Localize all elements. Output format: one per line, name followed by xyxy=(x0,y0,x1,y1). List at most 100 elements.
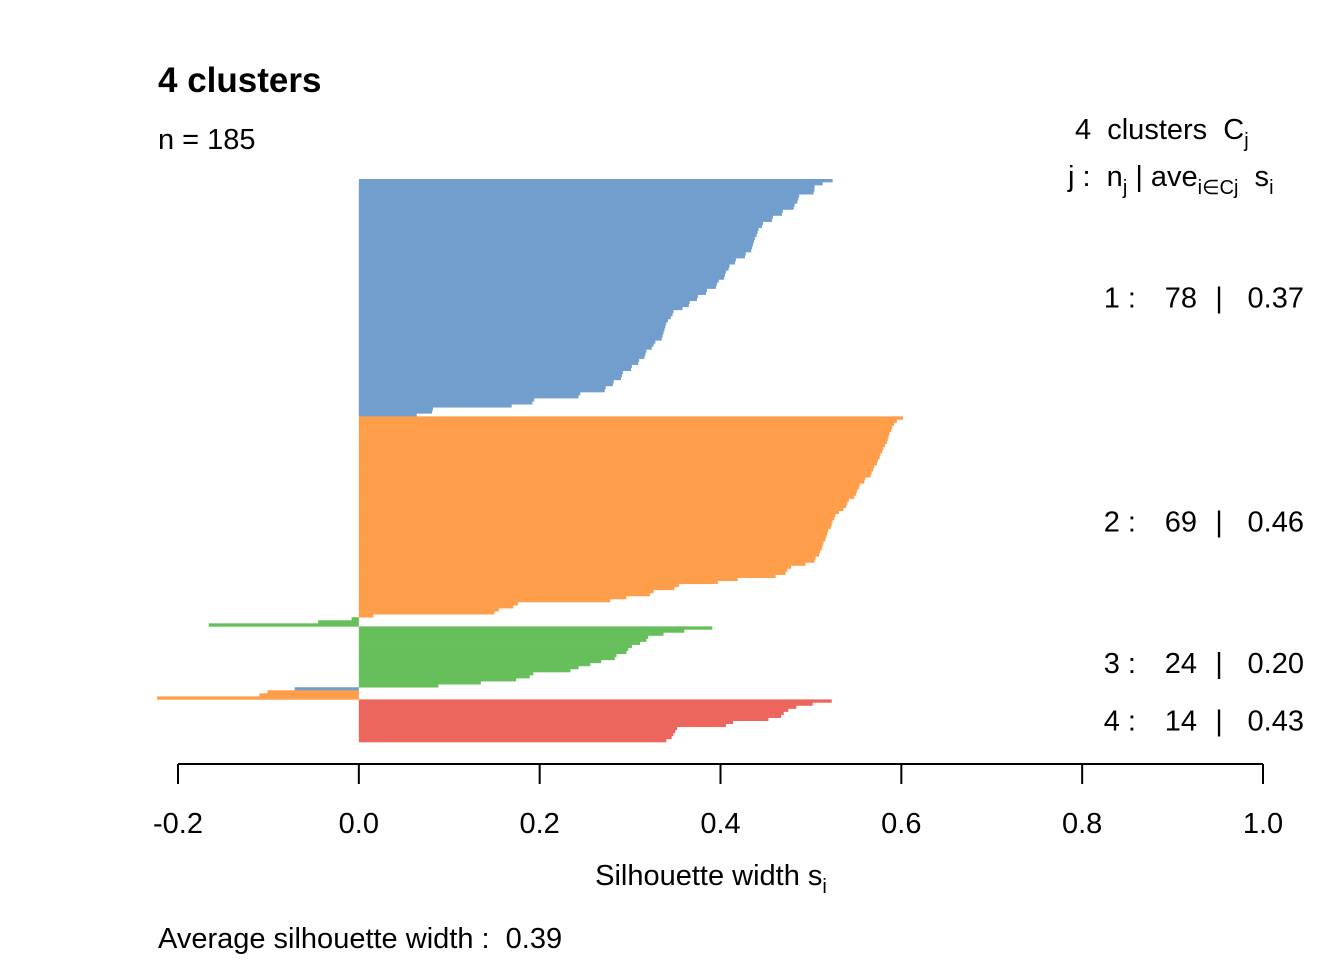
silhouette-bar xyxy=(358,662,591,667)
silhouette-bar xyxy=(358,705,797,709)
silhouette-bar xyxy=(358,385,606,390)
silhouette-bar xyxy=(358,729,676,734)
silhouette-bar xyxy=(358,282,717,286)
silhouette-bar xyxy=(358,647,629,652)
silhouette-bar xyxy=(358,516,835,521)
silhouette-bar xyxy=(358,586,675,591)
silhouette-bar xyxy=(358,717,769,721)
silhouette-bar xyxy=(358,486,859,490)
silhouette-bar xyxy=(358,678,517,682)
silhouette-bar xyxy=(358,325,666,329)
silhouette-bar xyxy=(358,288,707,292)
silhouette-bar xyxy=(358,230,758,235)
silhouette-bar xyxy=(358,535,827,539)
silhouette-bar xyxy=(358,538,826,542)
silhouette-bar xyxy=(358,437,888,442)
silhouette-bar xyxy=(358,431,890,435)
silhouette-bar xyxy=(358,425,893,429)
silhouette-bar xyxy=(358,489,858,493)
silhouette-bar xyxy=(294,687,359,691)
silhouette-bar xyxy=(358,723,726,728)
silhouette-bar xyxy=(358,522,832,527)
silhouette-bar xyxy=(358,574,776,578)
silhouette-bar xyxy=(358,702,813,706)
silhouette-bar xyxy=(358,191,814,195)
silhouette-bar xyxy=(358,449,883,454)
silhouette-bar xyxy=(358,510,839,515)
sample-count: n = 185 xyxy=(158,124,256,156)
silhouette-bar xyxy=(358,392,581,396)
silhouette-bar xyxy=(358,179,833,183)
silhouette-bar xyxy=(358,373,622,378)
silhouette-bar xyxy=(358,668,571,673)
silhouette-bar xyxy=(358,498,849,502)
silhouette-bar xyxy=(358,227,759,232)
silhouette-bar xyxy=(358,568,788,572)
silhouette-bar xyxy=(358,404,512,408)
silhouette-bar xyxy=(358,185,815,189)
silhouette-bar xyxy=(358,592,650,597)
silhouette-bar xyxy=(358,258,736,262)
silhouette-bar xyxy=(358,458,878,463)
cluster-label-ave: 0.20 xyxy=(1248,648,1304,680)
cluster-label-n: 24 xyxy=(1165,648,1197,680)
silhouette-bar xyxy=(358,644,632,648)
silhouette-bar xyxy=(358,525,831,530)
silhouette-bar xyxy=(358,197,799,201)
silhouette-bar xyxy=(358,443,886,448)
silhouette-bar xyxy=(358,297,697,302)
silhouette-bar xyxy=(358,495,855,499)
silhouette-bars xyxy=(157,179,904,743)
silhouette-bar xyxy=(358,428,892,432)
silhouette-bar xyxy=(358,312,673,317)
x-tick-label: 1.0 xyxy=(1243,808,1283,840)
silhouette-bar xyxy=(358,340,656,344)
silhouette-bar xyxy=(358,547,822,551)
silhouette-bar xyxy=(358,638,647,642)
silhouette-bar xyxy=(358,550,820,554)
silhouette-bar xyxy=(267,690,359,694)
silhouette-bar xyxy=(208,623,359,627)
silhouette-bar xyxy=(358,276,725,280)
silhouette-bar xyxy=(358,602,518,606)
silhouette-bar xyxy=(358,656,615,661)
silhouette-bar xyxy=(358,544,823,548)
silhouette-bar xyxy=(358,331,664,335)
silhouette-bar xyxy=(358,248,752,253)
silhouette-bar xyxy=(358,504,847,508)
silhouette-bar xyxy=(358,541,824,545)
silhouette-bar xyxy=(358,732,674,737)
silhouette-bar xyxy=(358,242,754,247)
average-silhouette-width: Average silhouette width : 0.39 xyxy=(158,923,562,955)
silhouette-bar xyxy=(358,720,734,725)
silhouette-bar xyxy=(358,285,716,289)
silhouette-bar xyxy=(358,233,757,238)
silhouette-bar xyxy=(358,300,690,305)
chart-title: 4 clusters xyxy=(158,61,321,100)
x-tick-label: 0.8 xyxy=(1062,808,1102,840)
cluster-label-n: 69 xyxy=(1165,506,1197,538)
cluster-label-sep: | xyxy=(1215,283,1223,315)
silhouette-bar xyxy=(358,182,823,186)
silhouette-bar xyxy=(358,513,836,518)
silhouette-bar xyxy=(358,474,871,478)
silhouette-bar xyxy=(358,483,860,487)
silhouette-bar xyxy=(358,446,884,451)
silhouette-bar xyxy=(358,672,534,676)
silhouette-bar xyxy=(358,416,904,420)
cluster-label-ave: 0.37 xyxy=(1248,283,1304,315)
silhouette-bar xyxy=(351,617,359,621)
silhouette-bar xyxy=(358,261,735,265)
silhouette-bar xyxy=(358,239,754,244)
silhouette-bar xyxy=(358,598,611,603)
x-tick-label: 0.0 xyxy=(339,808,379,840)
silhouette-bar xyxy=(358,212,782,216)
silhouette-bar xyxy=(358,711,784,715)
silhouette-bar xyxy=(358,629,685,633)
x-tick-label: 0.6 xyxy=(881,808,921,840)
cluster-label-ave: 0.43 xyxy=(1248,706,1304,738)
silhouette-bar xyxy=(358,611,495,615)
silhouette-bar xyxy=(358,468,874,472)
silhouette-bar xyxy=(358,471,872,475)
silhouette-bar xyxy=(358,462,877,466)
